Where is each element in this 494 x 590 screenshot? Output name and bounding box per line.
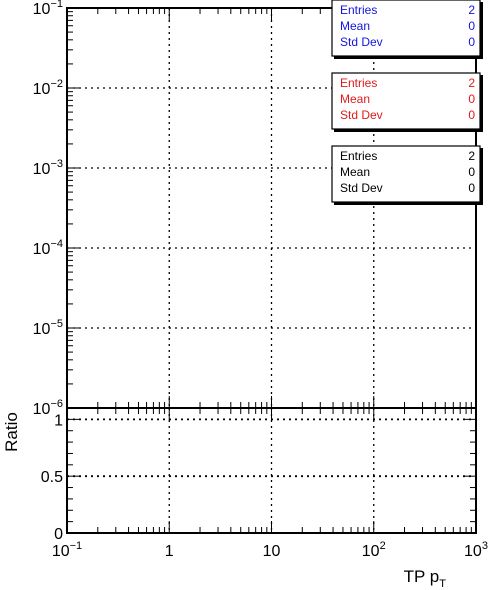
stat-box-row-value: 0 [468,19,475,33]
stat-box-row-value: 0 [468,165,475,179]
stat-box-row-label: Std Dev [340,35,383,49]
stat-box-row-label: Std Dev [340,108,383,122]
main-y-tick-label: 10−6 [33,398,63,418]
stat-box-row-value: 0 [468,181,475,195]
main-y-tick-label: 10−4 [33,238,63,258]
stat-box-row-value: 0 [468,35,475,49]
stat-box-row-value: 0 [468,108,475,122]
stat-box: Entries 2 Mean 0 Std Dev 0 [331,72,483,132]
x-tick-label: 102 [362,540,386,560]
stat-box: Entries 2 Mean 0 Std Dev 0 [331,0,483,59]
ratio-y-tick-labels: 00.51 [41,412,63,543]
stat-box-row-label: Mean [340,165,370,179]
ratio-y-axis-label: Ratio [2,412,21,452]
stat-box-row-value: 0 [468,92,475,106]
x-tick-label: 10 [263,543,281,560]
main-y-tick-label: 10−1 [33,0,63,18]
stat-box-frame [331,145,481,203]
stat-boxes: Entries 2 Mean 0 Std Dev 0 Entries 2 Mean 0 Std De… [331,0,483,205]
x-tick-labels: 10−1 1 10 102 103 [52,540,488,560]
stat-box-row-value: 2 [468,3,475,17]
x-axis-label: TP pT [404,567,447,590]
ratio-panel-grid [67,408,476,533]
stat-box-frame [331,0,481,57]
stat-box: Entries 2 Mean 0 Std Dev 0 [331,145,483,205]
ratio-y-tick-label: 0 [54,526,63,543]
x-tick-label: 103 [464,540,488,560]
main-y-tick-labels: 10−1 10−2 10−3 10−4 10−5 10−6 [33,0,63,418]
main-y-tick-label: 10−2 [33,78,63,98]
x-tick-label: 1 [165,543,174,560]
main-y-tick-label: 10−5 [33,318,63,338]
stat-box-row-label: Entries [340,149,377,163]
main-panel-ticks [66,8,472,409]
stat-box-row-label: Entries [340,76,377,90]
stat-box-row-label: Std Dev [340,181,383,195]
stat-box-row-label: Entries [340,3,377,17]
main-panel-grid [67,8,476,408]
stat-box-row-label: Mean [340,19,370,33]
stat-box-row-value: 2 [468,149,475,163]
ratio-y-tick-label: 0.5 [41,469,63,486]
x-tick-label: 10−1 [52,540,82,560]
stat-box-row-value: 2 [468,76,475,90]
main-y-tick-label: 10−3 [33,158,63,178]
stat-box-row-label: Mean [340,92,370,106]
ratio-y-tick-label: 1 [54,412,63,429]
ratio-panel-frame [66,407,477,534]
